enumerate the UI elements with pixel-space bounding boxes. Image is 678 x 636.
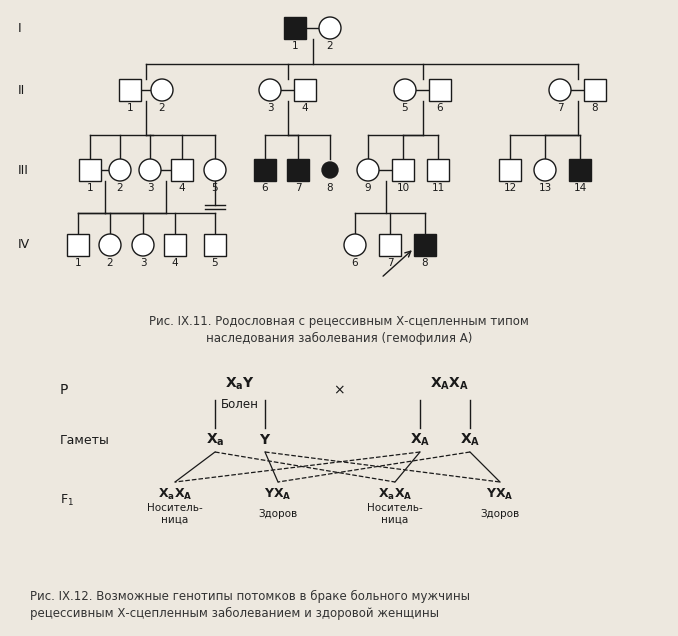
Text: Рис. IX.11. Родословная с рецессивным Х-сцепленным типом: Рис. IX.11. Родословная с рецессивным Х-… [149, 315, 529, 328]
Text: 5: 5 [212, 183, 218, 193]
Text: рецессивным Х-сцепленным заболеванием и здоровой женщины: рецессивным Х-сцепленным заболеванием и … [30, 607, 439, 620]
Text: I: I [18, 22, 22, 34]
Text: 2: 2 [106, 258, 113, 268]
Text: ×: × [333, 383, 345, 397]
Text: 4: 4 [172, 258, 178, 268]
Text: 1: 1 [127, 103, 134, 113]
Text: 6: 6 [262, 183, 268, 193]
Text: Здоров: Здоров [258, 509, 298, 519]
Text: 6: 6 [352, 258, 358, 268]
Text: 8: 8 [327, 183, 334, 193]
Text: $\mathbf{X_aY}$: $\mathbf{X_aY}$ [225, 376, 255, 392]
Text: IV: IV [18, 238, 30, 251]
FancyBboxPatch shape [79, 159, 101, 181]
Circle shape [344, 234, 366, 256]
Text: III: III [18, 163, 29, 177]
Text: $\mathbf{X_A}$: $\mathbf{X_A}$ [410, 432, 430, 448]
Text: $\mathrm{F_1}$: $\mathrm{F_1}$ [60, 492, 74, 508]
FancyBboxPatch shape [427, 159, 449, 181]
Text: $\mathbf{X_AX_A}$: $\mathbf{X_AX_A}$ [431, 376, 470, 392]
Text: $\mathbf{YX_A}$: $\mathbf{YX_A}$ [486, 487, 514, 502]
FancyBboxPatch shape [429, 79, 451, 101]
Text: 4: 4 [179, 183, 185, 193]
Text: 2: 2 [117, 183, 123, 193]
FancyBboxPatch shape [499, 159, 521, 181]
Text: 5: 5 [212, 258, 218, 268]
Text: 9: 9 [365, 183, 372, 193]
FancyBboxPatch shape [119, 79, 141, 101]
Text: 2: 2 [327, 41, 334, 51]
FancyBboxPatch shape [287, 159, 309, 181]
Circle shape [319, 17, 341, 39]
Text: 1: 1 [87, 183, 94, 193]
Text: P: P [60, 383, 68, 397]
Circle shape [204, 159, 226, 181]
Text: 6: 6 [437, 103, 443, 113]
Text: 10: 10 [397, 183, 410, 193]
FancyBboxPatch shape [392, 159, 414, 181]
FancyBboxPatch shape [254, 159, 276, 181]
Text: Носитель-
ница: Носитель- ница [367, 503, 423, 525]
Text: 7: 7 [295, 183, 301, 193]
Text: $\mathbf{X_aX_A}$: $\mathbf{X_aX_A}$ [158, 487, 193, 502]
FancyBboxPatch shape [294, 79, 316, 101]
FancyBboxPatch shape [584, 79, 606, 101]
Circle shape [394, 79, 416, 101]
FancyBboxPatch shape [284, 17, 306, 39]
Text: 7: 7 [557, 103, 563, 113]
Text: 3: 3 [140, 258, 146, 268]
FancyBboxPatch shape [67, 234, 89, 256]
Text: 1: 1 [292, 41, 298, 51]
Text: 8: 8 [422, 258, 428, 268]
Text: 3: 3 [146, 183, 153, 193]
Circle shape [109, 159, 131, 181]
Circle shape [99, 234, 121, 256]
Text: 1: 1 [75, 258, 81, 268]
Text: $\mathbf{X_A}$: $\mathbf{X_A}$ [460, 432, 480, 448]
Circle shape [534, 159, 556, 181]
Text: $\mathbf{X_a}$: $\mathbf{X_a}$ [205, 432, 224, 448]
Circle shape [322, 162, 338, 178]
Text: наследования заболевания (гемофилия А): наследования заболевания (гемофилия А) [206, 332, 472, 345]
Circle shape [151, 79, 173, 101]
Circle shape [357, 159, 379, 181]
Text: Рис. IX.12. Возможные генотипы потомков в браке больного мужчины: Рис. IX.12. Возможные генотипы потомков … [30, 590, 470, 603]
Text: Гаметы: Гаметы [60, 434, 110, 446]
Text: $\mathbf{X_aX_A}$: $\mathbf{X_aX_A}$ [378, 487, 412, 502]
Circle shape [259, 79, 281, 101]
FancyBboxPatch shape [379, 234, 401, 256]
Circle shape [132, 234, 154, 256]
Text: Носитель-
ница: Носитель- ница [147, 503, 203, 525]
Text: 14: 14 [574, 183, 586, 193]
Text: 4: 4 [302, 103, 308, 113]
Text: $\mathbf{YX_A}$: $\mathbf{YX_A}$ [264, 487, 292, 502]
Text: 3: 3 [266, 103, 273, 113]
Circle shape [549, 79, 571, 101]
Text: Болен: Болен [221, 398, 259, 410]
Text: $\mathbf{Y}$: $\mathbf{Y}$ [259, 433, 271, 447]
Text: Здоров: Здоров [481, 509, 519, 519]
Text: 13: 13 [538, 183, 552, 193]
FancyBboxPatch shape [204, 234, 226, 256]
Circle shape [139, 159, 161, 181]
Text: II: II [18, 83, 25, 97]
FancyBboxPatch shape [569, 159, 591, 181]
FancyBboxPatch shape [414, 234, 436, 256]
Text: 7: 7 [386, 258, 393, 268]
Text: 5: 5 [401, 103, 408, 113]
Text: 2: 2 [159, 103, 165, 113]
FancyBboxPatch shape [164, 234, 186, 256]
Text: 11: 11 [431, 183, 445, 193]
FancyBboxPatch shape [171, 159, 193, 181]
Text: 12: 12 [503, 183, 517, 193]
Text: 8: 8 [592, 103, 598, 113]
